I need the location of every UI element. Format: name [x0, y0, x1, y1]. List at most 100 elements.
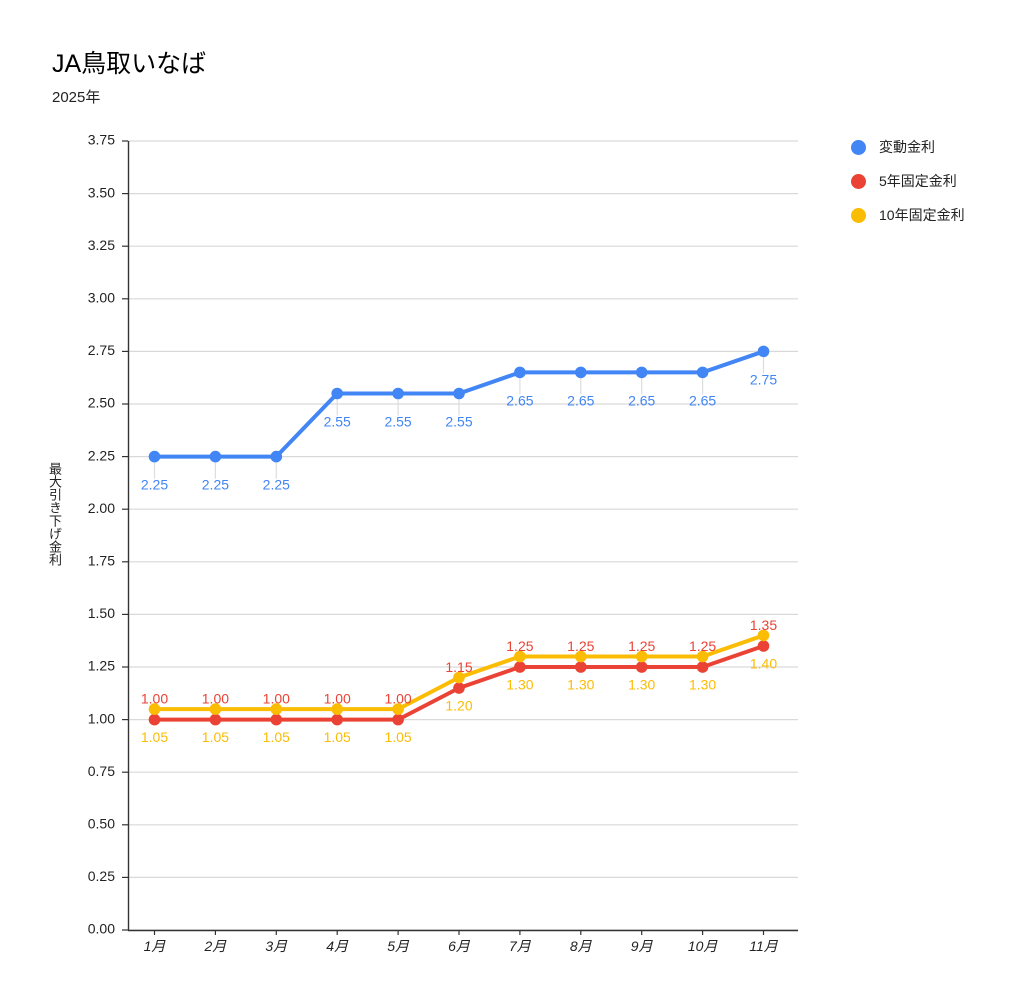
data-point-label: 2.65: [567, 392, 594, 408]
data-point-label: 1.25: [567, 638, 594, 654]
data-point-label: 2.55: [384, 414, 411, 430]
data-point-label: 1.25: [689, 638, 716, 654]
y-tick-label: 1.50: [88, 605, 115, 621]
data-point-label: 1.35: [750, 617, 777, 633]
data-point[interactable]: [270, 703, 283, 715]
data-point[interactable]: [392, 713, 404, 726]
y-tick-label: 3.50: [88, 184, 115, 200]
data-point-label: 1.05: [324, 729, 351, 745]
data-point[interactable]: [331, 387, 344, 400]
x-tick-label: 9月: [631, 938, 654, 954]
y-tick-label: 2.75: [88, 342, 115, 358]
data-point-label: 1.00: [263, 691, 290, 707]
chart-title: JA鳥取いなば: [52, 50, 207, 78]
legend-item-label: 変動金利: [879, 139, 935, 155]
data-point[interactable]: [331, 703, 344, 715]
data-point[interactable]: [148, 450, 161, 463]
legend-item-1[interactable]: 5年固定金利: [851, 167, 1016, 195]
data-point[interactable]: [331, 713, 344, 726]
data-point[interactable]: [209, 703, 222, 715]
data-point[interactable]: [270, 450, 283, 463]
data-point-label: 1.30: [506, 677, 533, 693]
data-point-label: 1.05: [141, 729, 168, 745]
data-point[interactable]: [696, 366, 709, 379]
y-tick-label: 0.00: [88, 921, 115, 937]
y-tick-label: 2.25: [88, 447, 115, 463]
data-point[interactable]: [514, 366, 526, 379]
x-tick-label: 2月: [204, 938, 228, 954]
y-tick-label: 0.25: [88, 868, 115, 884]
data-point[interactable]: [453, 682, 465, 694]
data-point[interactable]: [635, 650, 648, 663]
data-point[interactable]: [635, 366, 648, 379]
data-point[interactable]: [148, 703, 161, 715]
data-point-label: 2.65: [689, 392, 716, 408]
data-point-label: 1.25: [628, 638, 655, 654]
data-point[interactable]: [757, 640, 770, 652]
data-point-label: 1.30: [689, 677, 716, 693]
data-point-label: 2.65: [506, 392, 533, 408]
data-point[interactable]: [575, 366, 587, 379]
x-tick-label: 7月: [509, 938, 532, 954]
y-tick-label: 2.00: [88, 500, 115, 516]
data-point[interactable]: [392, 703, 404, 715]
data-point[interactable]: [392, 387, 404, 400]
data-point[interactable]: [757, 629, 770, 642]
data-point-label: 2.25: [141, 477, 168, 493]
data-point-label: 2.25: [263, 477, 290, 493]
data-point[interactable]: [696, 661, 709, 673]
x-tick-label: 1月: [144, 938, 167, 954]
y-tick-label: 1.00: [88, 710, 115, 726]
data-point[interactable]: [209, 450, 222, 463]
data-point[interactable]: [148, 713, 161, 726]
legend-item-0[interactable]: 変動金利: [851, 133, 1016, 161]
series-point-labels: 2.25 2.25 2.25 2.55 2.55 2.55 2.65 2.65 2.65 2.65…: [141, 357, 777, 745]
x-tick-label: 6月: [448, 938, 471, 954]
y-tick-label: 3.00: [88, 290, 115, 306]
data-point-label: 1.05: [384, 729, 411, 745]
data-point-label: 2.25: [202, 477, 229, 493]
data-point[interactable]: [514, 650, 526, 663]
x-tick-label: 11月: [749, 938, 779, 954]
data-point-label: 1.40: [750, 655, 777, 671]
data-point-label: 1.00: [141, 691, 168, 707]
y-tick-label: 1.25: [88, 658, 115, 674]
data-point[interactable]: [514, 661, 526, 673]
y-tick-label: 2.50: [88, 395, 115, 411]
legend-swatch-icon: [851, 173, 866, 189]
x-tick-label: 10月: [688, 938, 719, 954]
x-tick-label: 8月: [570, 938, 593, 954]
data-point[interactable]: [757, 345, 770, 358]
data-point-label: 2.55: [324, 414, 351, 430]
gridlines: [128, 140, 798, 931]
y-tick-label: 3.75: [88, 132, 115, 148]
x-tick-labels: 1月 2月 3月 4月 5月 6月 7月 8月 9月 10月 11月: [144, 938, 779, 954]
data-point-label: 1.25: [506, 638, 533, 654]
data-point[interactable]: [575, 661, 587, 673]
chart-legend: 変動金利 5年固定金利 10年固定金利: [851, 133, 1016, 235]
data-point[interactable]: [209, 713, 222, 726]
data-point[interactable]: [575, 650, 587, 663]
y-tick-label: 0.75: [88, 763, 115, 779]
data-point[interactable]: [270, 713, 283, 726]
data-point[interactable]: [696, 650, 709, 663]
chart-subtitle: 2025年: [52, 89, 101, 106]
legend-item-label: 5年固定金利: [879, 173, 957, 189]
data-point-label: 1.15: [445, 659, 472, 675]
y-tick-marks: [122, 140, 128, 931]
data-point-label: 1.00: [202, 691, 229, 707]
x-tick-label: 4月: [326, 938, 349, 954]
legend-swatch-icon: [851, 207, 866, 223]
legend-item-label: 10年固定金利: [879, 207, 965, 223]
data-point-label: 1.20: [445, 698, 472, 714]
data-point-label: 1.05: [263, 729, 290, 745]
data-point[interactable]: [453, 387, 465, 400]
data-point[interactable]: [635, 661, 648, 673]
data-point-label: 2.75: [750, 371, 777, 387]
data-point[interactable]: [453, 671, 465, 684]
legend-item-2[interactable]: 10年固定金利: [851, 201, 1016, 229]
x-tick-label: 5月: [387, 938, 410, 954]
y-tick-label: 3.25: [88, 237, 115, 253]
